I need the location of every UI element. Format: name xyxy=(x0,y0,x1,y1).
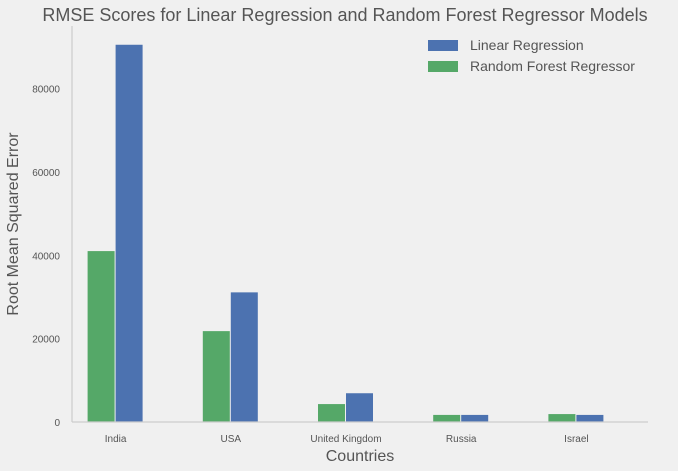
x-axis-label: Countries xyxy=(326,448,394,465)
y-tick-label: 0 xyxy=(54,418,60,429)
bar-random-forest-regressor-india xyxy=(87,251,115,422)
legend-label: Random Forest Regressor xyxy=(470,58,635,74)
legend-label: Linear Regression xyxy=(470,37,584,53)
x-ticks-group: India USA United Kingdom Russia Israel xyxy=(105,434,589,445)
bar-linear-regression-russia xyxy=(461,414,489,422)
y-tick-label: 20000 xyxy=(32,335,60,346)
bar-linear-regression-israel xyxy=(576,414,604,422)
bar-random-forest-regressor-usa xyxy=(202,331,230,422)
y-tick-label: 80000 xyxy=(32,85,60,96)
x-tick-label: India xyxy=(105,434,127,445)
chart-title: RMSE Scores for Linear Regression and Ra… xyxy=(42,5,647,25)
bar-random-forest-regressor-russia xyxy=(433,414,461,422)
legend: Linear Regression Random Forest Regressor xyxy=(428,37,635,74)
bar-random-forest-regressor-united-kingdom xyxy=(318,404,345,422)
bar-linear-regression-united-kingdom xyxy=(346,393,373,422)
bar-linear-regression-usa xyxy=(230,292,258,422)
y-tick-label: 60000 xyxy=(32,168,60,179)
legend-swatch xyxy=(428,61,458,72)
bars-group xyxy=(87,44,604,422)
y-ticks-group: 0 20000 40000 60000 80000 xyxy=(32,85,60,429)
bar-linear-regression-india xyxy=(115,44,143,422)
y-axis-label: Root Mean Squared Error xyxy=(5,132,22,316)
x-tick-label: Russia xyxy=(446,434,477,445)
x-tick-label: Israel xyxy=(564,434,588,445)
bar-random-forest-regressor-israel xyxy=(548,414,576,422)
x-tick-label: United Kingdom xyxy=(310,434,381,445)
x-tick-label: USA xyxy=(221,434,242,445)
y-tick-label: 40000 xyxy=(32,251,60,262)
legend-swatch xyxy=(428,40,458,51)
